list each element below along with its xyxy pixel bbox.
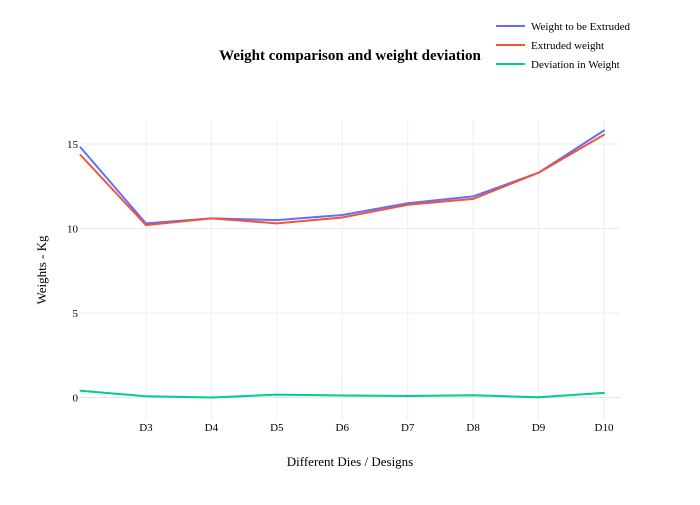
x-tick-label: D10 [595,422,614,434]
legend[interactable]: Weight to be Extruded Extruded weight Devi… [496,21,631,71]
series-line-3[interactable] [79,389,605,399]
series-line-2[interactable] [79,133,605,227]
y-axis-title: Weights - Kg [34,235,49,304]
x-tick-label: D9 [532,422,546,434]
x-tick-label: D6 [336,422,350,434]
legend-label: Weight to be Extruded [531,21,631,33]
x-axis-title: Different Dies / Designs [287,454,413,469]
x-tick-label: D3 [139,422,153,434]
x-tick-label: D4 [205,422,219,434]
y-tick-label: 5 [73,308,79,320]
series-layer [79,129,605,399]
legend-item[interactable]: Extruded weight [496,40,604,52]
y-tick-label: 15 [67,139,79,151]
x-tick-label: D8 [466,422,480,434]
x-tick-label: D7 [401,422,415,434]
y-tick-label: 10 [67,224,79,236]
y-tick-label: 0 [73,393,79,405]
legend-item[interactable]: Weight to be Extruded [496,21,631,33]
grid-layer [80,120,620,420]
chart-title: Weight comparison and weight deviation [219,48,481,64]
legend-label: Extruded weight [531,40,604,52]
legend-item[interactable]: Deviation in Weight [496,59,620,71]
x-tick-label: D5 [270,422,284,434]
legend-label: Deviation in Weight [531,59,620,71]
tick-layer: 0 5 10 15 D3 D4 D5 D6 D7 D8 D9 D10 [67,139,614,434]
